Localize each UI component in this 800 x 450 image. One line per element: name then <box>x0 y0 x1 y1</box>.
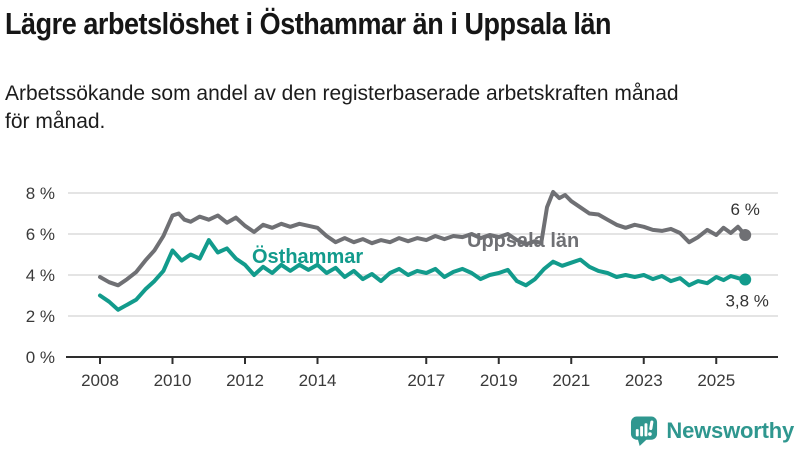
series-end-value-label-1: 3,8 % <box>725 292 768 311</box>
y-tick-label: 6 % <box>26 225 55 244</box>
x-tick-label: 2025 <box>697 371 735 390</box>
series-line-1 <box>98 238 748 312</box>
x-tick-label: 2012 <box>226 371 264 390</box>
series-end-dot-1 <box>739 273 752 286</box>
y-tick-label: 8 % <box>26 184 55 203</box>
x-tick-label: 2010 <box>154 371 192 390</box>
y-tick-label: 2 % <box>26 307 55 326</box>
line-chart: 0 % 2 % 4 % 6 % 8 % 2008 2010 2012 2014 2017 2019 2… <box>26 184 778 390</box>
brand-footer: Newsworthy <box>630 415 794 447</box>
series-line-0 <box>98 190 748 288</box>
x-tick-label: 2008 <box>81 371 119 390</box>
y-tick-label: 0 % <box>26 348 55 367</box>
series-name-label-1: Östhammar <box>252 245 363 268</box>
series-end-dot-0 <box>739 229 752 241</box>
subtitle-line-2: för månad. <box>5 110 106 133</box>
x-tick-label: 2021 <box>552 371 590 390</box>
y-tick-label: 4 % <box>26 266 55 285</box>
x-tick-label: 2017 <box>407 371 445 390</box>
chart-subtitle: Arbetssökande som andel av den registerb… <box>5 80 679 136</box>
page-title: Lägre arbetslöshet i Östhammar än i Upps… <box>5 6 612 41</box>
x-tick-label: 2023 <box>625 371 663 390</box>
x-tick-label: 2019 <box>480 371 518 390</box>
brand-wordmark: Newsworthy <box>666 418 794 443</box>
x-tick-label: 2014 <box>299 371 337 390</box>
subtitle-line-1: Arbetssökande som andel av den registerb… <box>5 82 679 105</box>
series-end-value-label-0: 6 % <box>731 200 760 219</box>
newsworthy-logo-icon <box>631 416 658 446</box>
series-name-label-0: Uppsala län <box>467 230 579 252</box>
